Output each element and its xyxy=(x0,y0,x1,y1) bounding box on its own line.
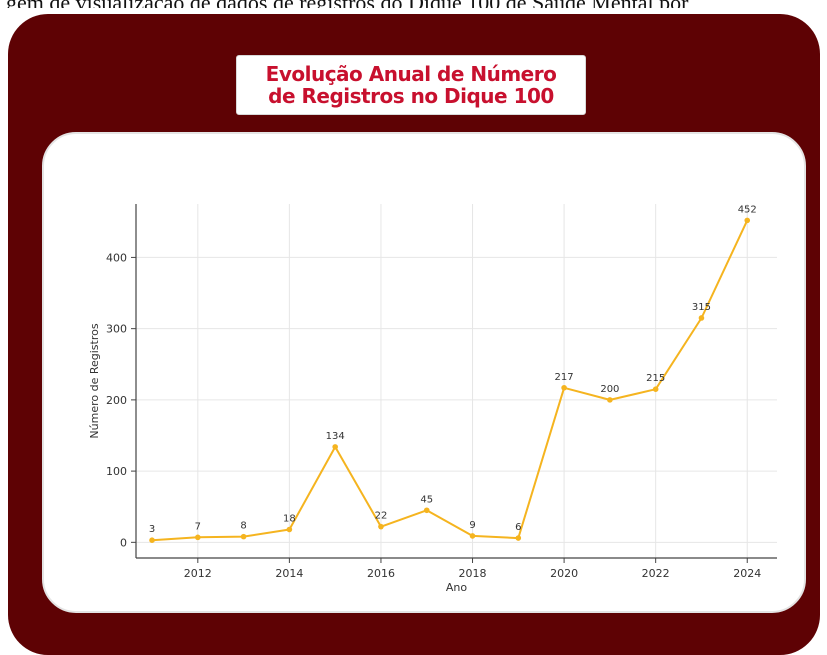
y-axis-label: Número de Registros xyxy=(88,323,101,438)
data-label: 217 xyxy=(555,372,574,383)
caption-text-top: gem de visualização de dados de registro… xyxy=(0,0,827,8)
data-label: 6 xyxy=(515,522,521,533)
y-tick-label: 400 xyxy=(106,251,127,264)
chart-card: 2012 2014 2016 2018 2020 2022 2024 0 100 200 300 40… xyxy=(42,132,806,613)
title-line-1: Evolução Anual de Número xyxy=(265,62,557,86)
x-tick-label: 2018 xyxy=(459,567,487,580)
data-point xyxy=(744,217,751,224)
data-label: 215 xyxy=(646,373,665,384)
y-tick-label: 0 xyxy=(120,536,127,549)
x-tick-label: 2020 xyxy=(550,567,578,580)
data-label: 7 xyxy=(195,521,201,532)
data-label: 134 xyxy=(326,431,345,442)
x-axis-label: Ano xyxy=(446,581,467,594)
data-label: 22 xyxy=(375,511,388,522)
y-tick-label: 100 xyxy=(106,465,127,478)
data-label: 8 xyxy=(240,521,246,532)
data-point xyxy=(652,386,659,392)
data-point xyxy=(332,444,338,450)
data-point xyxy=(561,384,567,391)
data-label: 200 xyxy=(600,384,619,395)
x-tick-label: 2014 xyxy=(275,567,303,580)
data-point xyxy=(469,533,476,539)
x-tick-label: 2022 xyxy=(642,567,670,580)
data-point xyxy=(423,507,430,514)
title-box: Evolução Anual de Número de Registros no… xyxy=(236,55,586,115)
data-label: 3 xyxy=(149,524,155,535)
line-chart: 2012 2014 2016 2018 2020 2022 2024 0 100 200 300 40… xyxy=(88,204,777,594)
data-point xyxy=(149,537,155,543)
y-tick-label: 300 xyxy=(106,323,127,336)
y-tick-label: 200 xyxy=(106,394,127,407)
data-label: 315 xyxy=(692,302,711,313)
data-label: 9 xyxy=(469,520,475,531)
data-label: 452 xyxy=(738,204,757,215)
x-tick-label: 2024 xyxy=(733,567,761,580)
data-point xyxy=(286,526,293,533)
data-point xyxy=(607,397,613,403)
data-point xyxy=(195,534,201,541)
data-label: 18 xyxy=(283,514,296,525)
data-point xyxy=(378,523,384,530)
data-label: 45 xyxy=(420,494,433,505)
data-point xyxy=(240,533,247,540)
data-point xyxy=(515,535,522,541)
data-point xyxy=(698,315,705,321)
title-line-2: de Registros no Dique 100 xyxy=(268,84,554,108)
series-line xyxy=(151,219,749,542)
x-tick-label: 2016 xyxy=(367,567,395,580)
x-tick-label: 2012 xyxy=(184,567,212,580)
